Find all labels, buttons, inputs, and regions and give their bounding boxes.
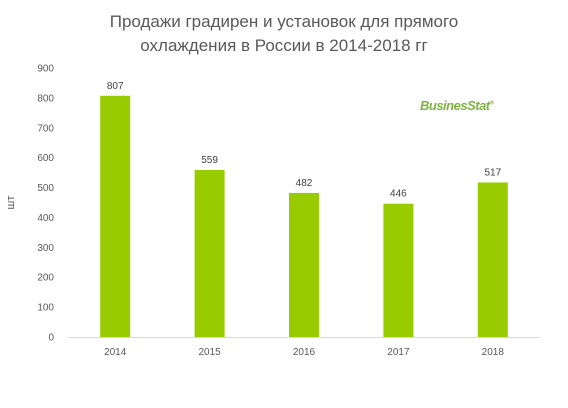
y-tick-label: 900 (37, 64, 54, 75)
data-label-2014: 807 (107, 81, 124, 92)
data-label-2017: 446 (390, 189, 407, 200)
x-tick-label-2014: 2014 (104, 347, 127, 358)
chart-title: Продажи градирен и установок для прямого… (0, 10, 568, 58)
y-tick-label: 400 (37, 213, 54, 224)
chart-title-line-1: Продажи градирен и установок для прямого (109, 12, 459, 31)
x-tick-label-2015: 2015 (198, 347, 221, 358)
x-tick-label-2017: 2017 (387, 347, 410, 358)
y-axis-ticks: 0 100 200 300 400 500 600 700 800 900 (37, 64, 54, 344)
businesstat-logo: BusinesStat® (420, 98, 494, 113)
bar-2014 (100, 95, 131, 338)
y-tick-label: 100 (37, 303, 54, 314)
y-tick-label: 800 (37, 93, 54, 104)
logo-registered-mark: ® (489, 100, 494, 107)
logo-text: BusinesStat (420, 98, 490, 113)
chart-title-line-2: охлаждения в России в 2014-2018 гг (140, 36, 428, 55)
bar-2015 (194, 169, 225, 337)
bar-2018 (477, 182, 508, 337)
y-axis-label: шт (5, 196, 17, 210)
data-label-2018: 517 (484, 167, 501, 178)
bar-2017 (383, 203, 414, 337)
x-axis-ticks: 2014 2015 2016 2017 2018 (104, 347, 504, 358)
data-label-2015: 559 (201, 155, 218, 166)
x-tick-label-2016: 2016 (293, 347, 316, 358)
data-label-2016: 482 (296, 178, 313, 189)
y-tick-label: 300 (37, 243, 54, 254)
y-tick-label: 600 (37, 153, 54, 164)
y-tick-label: 700 (37, 123, 54, 134)
x-tick-label-2018: 2018 (482, 347, 505, 358)
y-tick-label: 200 (37, 273, 54, 284)
y-tick-label: 0 (48, 333, 54, 344)
bars: 807 559 482 446 517 (100, 81, 508, 338)
bar-2016 (289, 192, 319, 337)
y-tick-label: 500 (37, 183, 54, 194)
